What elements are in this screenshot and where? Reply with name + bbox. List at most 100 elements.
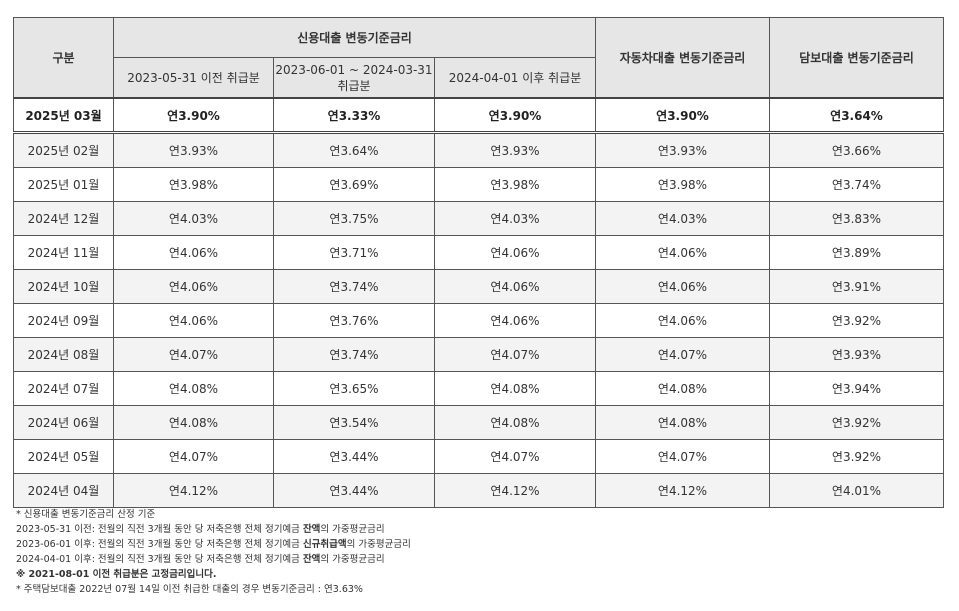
table-row: 2024년 06월 연4.08% 연3.54% 연4.08% 연4.08% 연3… [13,405,944,440]
row-mortgage: 연3.64% [769,97,944,134]
row-mortgage: 연4.01% [769,473,944,508]
row-credit-3: 연4.06% [434,235,596,270]
row-credit-3: 연3.93% [434,132,596,168]
header-mortgage: 담보대출 변동기준금리 [769,17,944,99]
table-row: 2025년 03월 연3.90% 연3.33% 연3.90% 연3.90% 연3… [13,97,944,134]
row-credit-3: 연4.07% [434,439,596,474]
row-credit-2: 연3.44% [273,473,435,508]
row-auto: 연3.98% [595,167,770,202]
row-credit-1: 연4.07% [113,337,274,372]
header-credit-sub3: 2024-04-01 이후 취급분 [434,57,596,99]
note-pre-2023: 2023-05-31 이전: 전월의 직전 3개월 동안 당 저축은행 전체 정… [16,524,385,535]
row-month: 2024년 12월 [13,201,114,236]
note-fixed-rate: ※ 2021-08-01 이전 취급분은 고정금리입니다. [16,569,217,580]
table-row: 2024년 07월 연4.08% 연3.65% 연4.08% 연4.08% 연3… [13,371,944,406]
row-credit-3: 연4.08% [434,405,596,440]
row-credit-1: 연4.06% [113,303,274,338]
row-credit-2: 연3.74% [273,269,435,304]
row-mortgage: 연3.93% [769,337,944,372]
row-credit-3: 연4.06% [434,269,596,304]
rate-table: 구분 신용대출 변동기준금리 자동차대출 변동기준금리 담보대출 변동기준금리 … [13,17,944,508]
row-month: 2024년 10월 [13,269,114,304]
row-credit-3: 연4.07% [434,337,596,372]
row-credit-2: 연3.33% [273,97,435,134]
row-credit-1: 연4.08% [113,405,274,440]
row-credit-2: 연3.76% [273,303,435,338]
row-credit-1: 연4.07% [113,439,274,474]
row-credit-3: 연3.90% [434,97,596,134]
row-month: 2024년 06월 [13,405,114,440]
row-credit-1: 연4.06% [113,269,274,304]
row-month: 2024년 08월 [13,337,114,372]
row-credit-1: 연3.93% [113,132,274,168]
row-auto: 연3.93% [595,132,770,168]
table-header: 구분 신용대출 변동기준금리 자동차대출 변동기준금리 담보대출 변동기준금리 … [13,17,944,99]
row-credit-3: 연4.12% [434,473,596,508]
header-auto: 자동차대출 변동기준금리 [595,17,770,99]
row-credit-3: 연4.08% [434,371,596,406]
row-auto: 연4.06% [595,269,770,304]
row-month: 2024년 04월 [13,473,114,508]
row-month: 2024년 07월 [13,371,114,406]
row-credit-2: 연3.44% [273,439,435,474]
row-month: 2024년 09월 [13,303,114,338]
note-post-2024: 2024-04-01 이후: 전월의 직전 3개월 동안 당 저축은행 전체 정… [16,554,385,565]
row-credit-2: 연3.69% [273,167,435,202]
note-post-2023: 2023-06-01 이후: 전월의 직전 3개월 동안 당 저축은행 전체 정… [16,539,411,550]
row-auto: 연3.90% [595,97,770,134]
row-credit-1: 연4.08% [113,371,274,406]
table-row: 2024년 10월 연4.06% 연3.74% 연4.06% 연4.06% 연3… [13,269,944,304]
row-credit-3: 연4.03% [434,201,596,236]
footnotes: * 신용대출 변동기준금리 산정 기준 2023-05-31 이전: 전월의 직… [16,507,411,597]
row-month: 2024년 05월 [13,439,114,474]
row-credit-2: 연3.64% [273,132,435,168]
row-month: 2025년 03월 [13,97,114,134]
table-row: 2024년 11월 연4.06% 연3.71% 연4.06% 연4.06% 연3… [13,235,944,270]
row-month: 2025년 01월 [13,167,114,202]
row-auto: 연4.08% [595,371,770,406]
row-month: 2025년 02월 [13,132,114,168]
table-row: 2024년 09월 연4.06% 연3.76% 연4.06% 연4.06% 연3… [13,303,944,338]
row-mortgage: 연3.66% [769,132,944,168]
row-credit-3: 연4.06% [434,303,596,338]
row-credit-2: 연3.74% [273,337,435,372]
row-mortgage: 연3.91% [769,269,944,304]
note-basis: * 신용대출 변동기준금리 산정 기준 [16,509,156,520]
header-credit-group: 신용대출 변동기준금리 [113,17,596,58]
row-mortgage: 연3.83% [769,201,944,236]
row-mortgage: 연3.92% [769,439,944,474]
row-mortgage: 연3.92% [769,405,944,440]
row-credit-2: 연3.65% [273,371,435,406]
row-auto: 연4.08% [595,405,770,440]
row-auto: 연4.07% [595,337,770,372]
table-row: 2024년 05월 연4.07% 연3.44% 연4.07% 연4.07% 연3… [13,439,944,474]
row-auto: 연4.03% [595,201,770,236]
row-credit-2: 연3.54% [273,405,435,440]
row-mortgage: 연3.74% [769,167,944,202]
row-credit-2: 연3.71% [273,235,435,270]
row-credit-2: 연3.75% [273,201,435,236]
row-mortgage: 연3.89% [769,235,944,270]
row-auto: 연4.07% [595,439,770,474]
row-credit-3: 연3.98% [434,167,596,202]
row-credit-1: 연3.98% [113,167,274,202]
row-auto: 연4.06% [595,303,770,338]
row-mortgage: 연3.94% [769,371,944,406]
header-category: 구분 [13,17,114,99]
table-row: 2024년 08월 연4.07% 연3.74% 연4.07% 연4.07% 연3… [13,337,944,372]
row-month: 2024년 11월 [13,235,114,270]
row-auto: 연4.12% [595,473,770,508]
note-mortgage: * 주택담보대출 2022년 07월 14일 이전 취급한 대출의 경우 변동기… [16,584,363,595]
row-mortgage: 연3.92% [769,303,944,338]
table-row: 2025년 01월 연3.98% 연3.69% 연3.98% 연3.98% 연3… [13,167,944,202]
row-credit-1: 연4.06% [113,235,274,270]
row-credit-1: 연3.90% [113,97,274,134]
row-auto: 연4.06% [595,235,770,270]
table-row: 2024년 12월 연4.03% 연3.75% 연4.03% 연4.03% 연3… [13,201,944,236]
table-row: 2024년 04월 연4.12% 연3.44% 연4.12% 연4.12% 연4… [13,473,944,508]
row-credit-1: 연4.12% [113,473,274,508]
row-credit-1: 연4.03% [113,201,274,236]
header-credit-sub1: 2023-05-31 이전 취급분 [113,57,274,99]
table-body: 2025년 03월 연3.90% 연3.33% 연3.90% 연3.90% 연3… [13,97,944,508]
table-row: 2025년 02월 연3.93% 연3.64% 연3.93% 연3.93% 연3… [13,132,944,168]
